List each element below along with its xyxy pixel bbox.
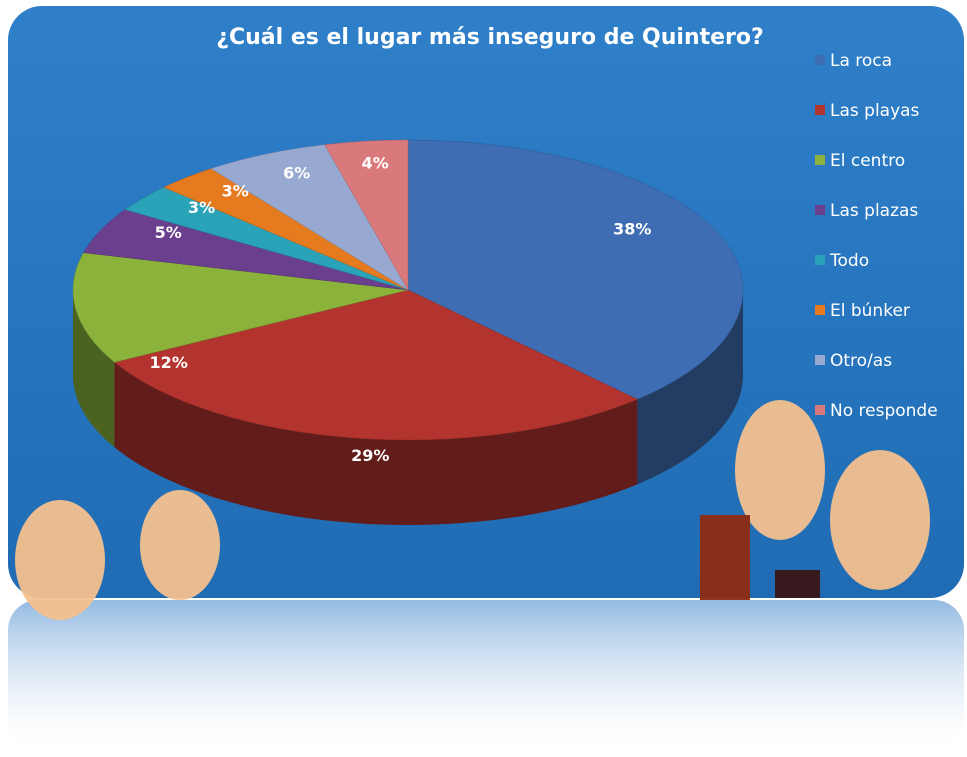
data-label: 29% (351, 446, 389, 465)
legend-label: El centro (830, 151, 905, 171)
legend-swatch (815, 205, 825, 215)
legend-swatch (815, 155, 825, 165)
legend-swatch (815, 55, 825, 65)
legend-label: El búnker (830, 301, 910, 321)
data-label: 6% (283, 164, 310, 183)
legend-label: Todo (829, 251, 869, 271)
legend-label: La roca (830, 51, 892, 71)
legend-swatch (815, 405, 825, 415)
data-label: 3% (188, 198, 215, 217)
pie-slice (324, 139, 409, 291)
pie-slice (113, 289, 638, 441)
data-label: 12% (150, 353, 188, 372)
pie-slice (210, 144, 409, 291)
decor-hands (15, 400, 930, 620)
legend: La roca Las playas El centro Las plazas Todo… (815, 51, 938, 421)
pie-side (114, 362, 638, 525)
legend-label: Las playas (830, 101, 920, 121)
pie-slice (407, 139, 744, 400)
data-label: 4% (362, 153, 389, 172)
pie-slice (72, 252, 409, 363)
legend-swatch (815, 105, 825, 115)
legend-swatch (815, 255, 825, 265)
chart-title: ¿Cuál es el lugar más inseguro de Quinte… (216, 25, 764, 50)
legend-label: No responde (830, 401, 938, 421)
data-label: 5% (155, 223, 182, 242)
data-label: 3% (222, 182, 249, 201)
legend-label: Otro/as (830, 351, 892, 371)
legend-swatch (815, 355, 825, 365)
reflection (8, 600, 964, 750)
data-label: 38% (613, 220, 651, 239)
pie-side (637, 290, 743, 485)
legend-label: Las plazas (830, 201, 918, 221)
legend-swatch (815, 305, 825, 315)
pie: 38% 29% 12% 5% 3% 3% 6% 4% (72, 139, 744, 525)
pie-side (73, 290, 115, 448)
